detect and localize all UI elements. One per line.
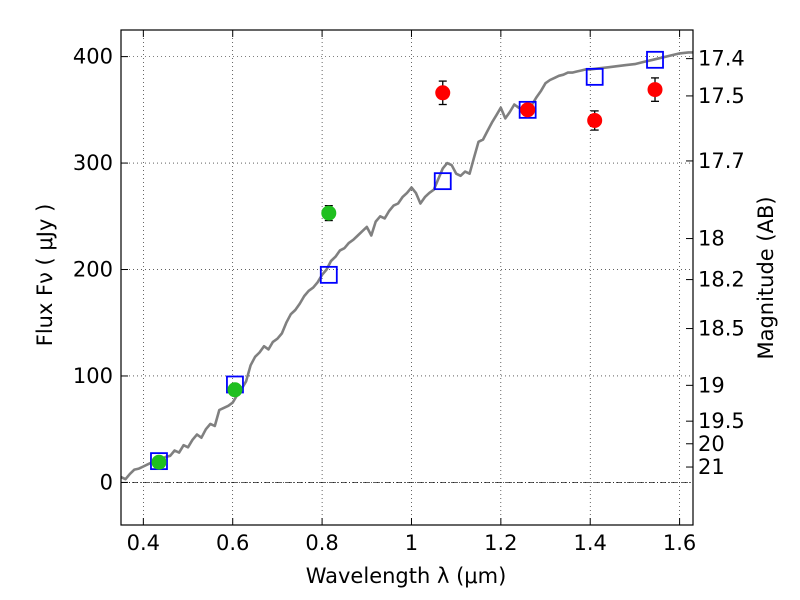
x-tick-label: 1.6 (663, 531, 696, 555)
y-tick-label: 0 (100, 470, 113, 494)
photometry-point (227, 382, 243, 398)
x-tick-label: 0.8 (305, 531, 338, 555)
axis-ticks: 0.4 0.6 0.8 1 1.2 1.4 1.6 0 100 200 300 400 17.4 17.5… (73, 30, 745, 555)
model-photometry-square (433, 172, 452, 191)
mag-tick-label: 18.2 (698, 268, 745, 292)
y-axis-label: Flux Fν ( μJy ) (33, 204, 57, 347)
photometry-point (321, 205, 337, 221)
model-photometry-square (646, 50, 664, 69)
photometry-point (647, 82, 663, 98)
model-spectrum-layer (120, 51, 693, 481)
model-photometry-layer (150, 50, 664, 471)
mag-tick-label: 17.5 (698, 84, 745, 108)
x-tick-label: 0.4 (127, 531, 160, 555)
photometry-point (151, 454, 167, 470)
plot-frame (120, 29, 694, 526)
model-spectrum-line (120, 51, 693, 481)
x-tick-label: 1 (405, 531, 418, 555)
mag-tick-label: 18.5 (698, 317, 745, 341)
mag-tick-label: 21 (698, 455, 725, 479)
mag-tick-label: 19 (698, 373, 725, 397)
observed-photometry-layer (151, 77, 663, 470)
y-tick-label: 200 (73, 258, 113, 282)
mag-tick-label: 20 (698, 432, 725, 456)
y-tick-label: 100 (73, 364, 113, 388)
grid-lines (121, 30, 693, 525)
mag-tick-label: 19.5 (698, 409, 745, 433)
photometry-point (587, 112, 603, 128)
y-tick-label: 400 (73, 45, 113, 69)
x-tick-label: 1.4 (574, 531, 607, 555)
x-axis-label: Wavelength λ (μm) (306, 564, 507, 588)
mag-tick-label: 17.7 (698, 149, 745, 173)
y2-axis-label: Magnitude (AB) (754, 196, 778, 359)
photometry-point (435, 85, 451, 101)
model-photometry-square (518, 100, 537, 119)
y-tick-label: 300 (73, 151, 113, 175)
model-photometry-square (585, 67, 604, 86)
x-tick-label: 1.2 (484, 531, 517, 555)
x-tick-label: 0.6 (216, 531, 249, 555)
mag-tick-label: 17.4 (698, 47, 745, 71)
model-photometry-square (319, 265, 338, 284)
photometry-point (520, 102, 536, 118)
mag-tick-label: 18 (698, 227, 725, 251)
